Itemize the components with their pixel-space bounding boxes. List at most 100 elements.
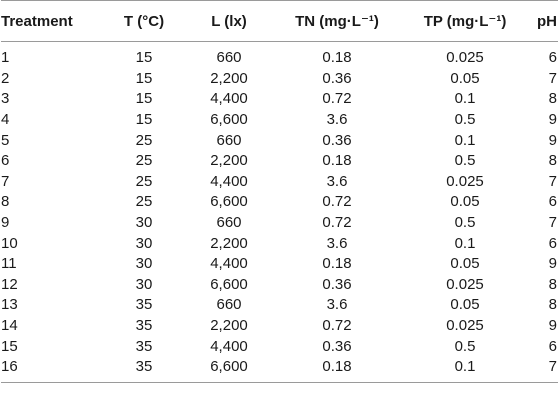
tn-cell: 0.36 [322,131,352,149]
tp-cell: 0.5 [454,111,476,129]
table-row: 16 35 6,600 0.18 0.1 7 [1,356,558,383]
ph-cell: 8 [548,90,557,108]
treatment-cell: 7 [1,172,10,190]
light-cell: 2,200 [210,234,248,252]
table-row: 15 35 4,400 0.36 0.5 6 [1,336,558,357]
temperature-cell: 25 [135,131,153,149]
table-row: 9 30 660 0.72 0.5 7 [1,213,558,234]
treatment-cell: 14 [1,317,18,335]
table-body: 1 15 660 0.18 0.025 6 2 15 2,200 0.36 0.05 7 3 15 4,40… [1,42,558,383]
treatment-table: Treatment T (°C) L (lx) TN (mg·L⁻¹) TP (… [1,0,558,383]
ph-cell: 8 [548,296,557,314]
table-row: 13 35 660 3.6 0.05 8 [1,295,558,316]
light-cell: 4,400 [210,172,248,190]
tn-cell: 0.72 [322,90,352,108]
ph-cell: 8 [548,152,557,170]
light-cell: 4,400 [210,337,248,355]
tp-cell: 0.5 [454,337,476,355]
tn-cell: 0.72 [322,214,352,232]
treatment-cell: 12 [1,275,18,293]
tp-cell: 0.5 [454,152,476,170]
temperature-cell: 15 [135,49,153,67]
light-cell: 6,600 [210,111,248,129]
ph-cell: 7 [548,214,557,232]
table-row: 2 15 2,200 0.36 0.05 7 [1,69,558,90]
tn-cell: 0.36 [322,69,352,87]
ph-cell: 9 [548,111,557,129]
ph-cell: 7 [527,356,558,383]
temperature-cell: 25 [135,152,153,170]
table-row: 3 15 4,400 0.72 0.1 8 [1,89,558,110]
tp-cell: 0.05 [450,255,480,273]
temperature-cell: 30 [135,214,153,232]
tp-cell: 0.025 [446,275,484,293]
ph-cell: 6 [548,234,557,252]
tp-cell: 0.1 [454,131,476,149]
treatment-cell: 6 [1,152,10,170]
temperature-cell: 30 [135,275,153,293]
light-cell: 2,200 [210,69,248,87]
header-tp: TP (mg·L⁻¹) [403,0,527,42]
tn-cell: 0.72 [322,317,352,335]
temperature-cell: 25 [135,193,153,211]
light-cell: 660 [216,214,242,232]
table-row: 8 25 6,600 0.72 0.05 6 [1,192,558,213]
light-cell: 2,200 [210,317,248,335]
light-cell: 6,600 [210,275,248,293]
treatment-cell: 3 [1,90,10,108]
header-row: Treatment T (°C) L (lx) TN (mg·L⁻¹) TP (… [1,0,558,42]
light-cell: 2,200 [210,152,248,170]
treatment-cell: 9 [1,214,10,232]
tn-cell: 0.36 [322,337,352,355]
tp-cell: 0.1 [454,234,476,252]
temperature-cell: 30 [135,255,153,273]
header-temperature: T (°C) [101,0,187,42]
temperature-cell: 35 [135,317,153,335]
tp-cell: 0.025 [446,172,484,190]
tn-cell: 0.18 [271,356,403,383]
treatment-cell: 11 [1,255,17,273]
tp-cell: 0.05 [450,69,480,87]
ph-cell: 9 [548,255,557,273]
ph-cell: 7 [548,69,557,87]
tp-cell: 0.025 [446,317,484,335]
tn-cell: 3.6 [326,111,348,129]
ph-cell: 7 [548,172,557,190]
tn-cell: 3.6 [326,296,348,314]
ph-cell: 6 [548,193,557,211]
tp-cell: 0.1 [403,356,527,383]
treatment-cell: 2 [1,69,10,87]
table-row: 1 15 660 0.18 0.025 6 [1,42,558,69]
table-row: 12 30 6,600 0.36 0.025 8 [1,275,558,296]
tn-cell: 0.72 [322,193,352,211]
temperature-cell: 15 [135,69,153,87]
temperature-cell: 30 [135,234,153,252]
light-cell: 660 [216,49,242,67]
treatment-cell: 4 [1,111,10,129]
treatment-cell: 13 [1,296,18,314]
table-row: 7 25 4,400 3.6 0.025 7 [1,172,558,193]
tn-cell: 0.18 [322,152,352,170]
header-treatment: Treatment [1,0,101,42]
temperature-cell: 15 [135,111,153,129]
light-cell: 660 [216,296,242,314]
tn-cell: 0.18 [322,255,352,273]
light-cell: 660 [216,131,242,149]
table-row: 10 30 2,200 3.6 0.1 6 [1,233,558,254]
treatment-cell: 8 [1,193,10,211]
temperature-cell: 15 [135,90,153,108]
temperature-cell: 35 [101,356,187,383]
tp-cell: 0.05 [450,193,480,211]
header-tn: TN (mg·L⁻¹) [271,0,403,42]
temperature-cell: 35 [135,337,153,355]
ph-cell: 6 [548,337,557,355]
treatment-cell: 1 [1,49,10,67]
treatment-cell: 5 [1,131,10,149]
tp-cell: 0.1 [454,90,476,108]
tn-cell: 3.6 [326,234,348,252]
table-row: 11 30 4,400 0.18 0.05 9 [1,254,558,275]
light-cell: 6,600 [187,356,271,383]
treatment-cell: 16 [1,356,101,383]
ph-cell: 9 [548,131,557,149]
